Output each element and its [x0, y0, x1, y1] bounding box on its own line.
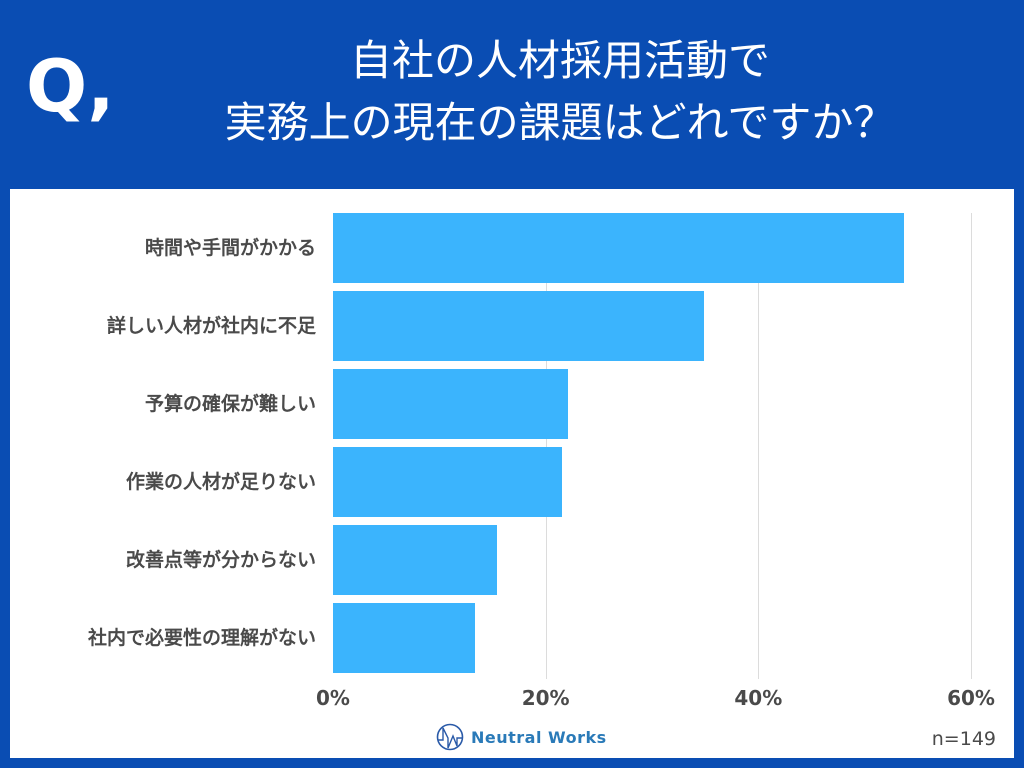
x-tick-label: 40% — [734, 686, 783, 710]
x-tick-label: 0% — [316, 686, 350, 710]
bar — [333, 291, 705, 361]
x-tick-label: 60% — [947, 686, 995, 710]
category-label: 社内で必要性の理解がない — [87, 627, 316, 649]
bar — [333, 369, 568, 439]
brand-logo: Neutral Works — [435, 721, 607, 753]
gridline — [758, 213, 760, 679]
category-label: 改善点等が分からない — [125, 549, 316, 571]
chart-panel: 時間や手間がかかる詳しい人材が社内に不足予算の確保が難しい作業の人材が足りない改… — [10, 189, 1014, 758]
x-tick-label: 20% — [521, 686, 570, 710]
category-label: 詳しい人材が社内に不足 — [106, 315, 316, 337]
bar — [333, 603, 476, 673]
neutral-works-logo-icon — [436, 723, 464, 751]
question-mark: Q, — [26, 44, 115, 128]
category-label: 予算の確保が難しい — [144, 393, 316, 415]
bar — [333, 447, 562, 517]
gridline — [971, 213, 972, 679]
bar — [333, 213, 904, 283]
logo-text: Neutral Works — [471, 727, 607, 747]
title-line-1: 自社の人材採用活動で — [349, 36, 770, 85]
plot-area — [333, 213, 972, 679]
sample-size: n=149 — [931, 728, 996, 750]
category-label: 作業の人材が足りない — [125, 471, 316, 493]
bar — [333, 525, 497, 595]
header-banner: Q, 自社の人材採用活動で 実務上の現在の課題はどれですか？ — [0, 0, 1024, 189]
title-line-2: 実務上の現在の課題はどれですか？ — [224, 98, 896, 147]
category-label: 時間や手間がかかる — [144, 237, 316, 259]
gridline — [545, 213, 547, 679]
chart-title: 自社の人材採用活動で 実務上の現在の課題はどれですか？ — [130, 30, 990, 154]
